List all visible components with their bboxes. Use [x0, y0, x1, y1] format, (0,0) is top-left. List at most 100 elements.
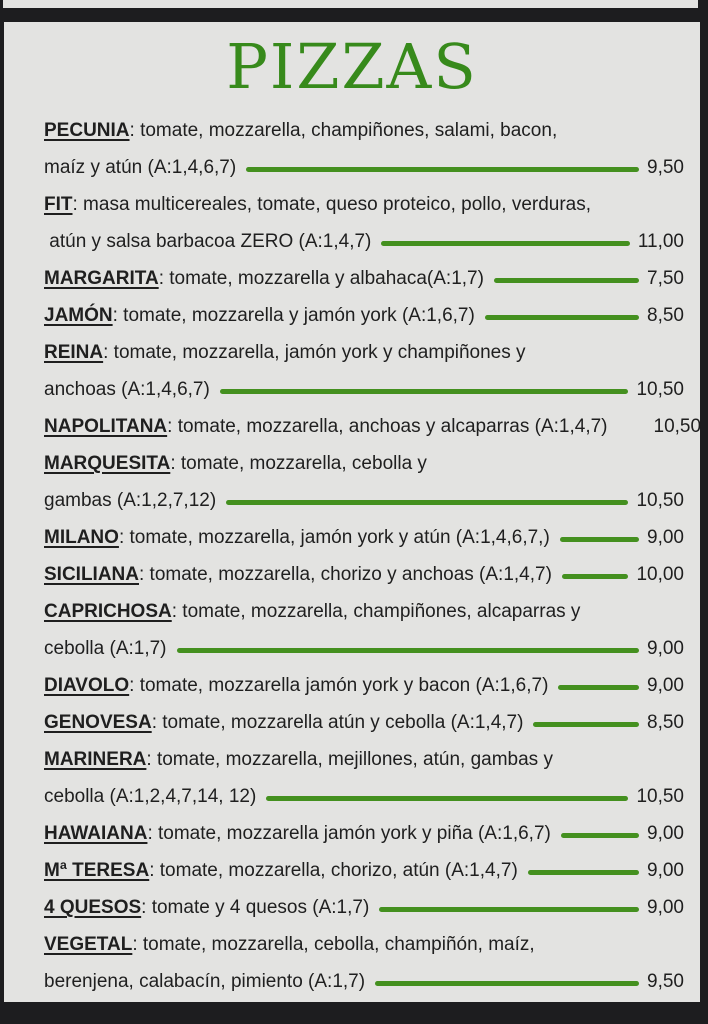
pizza-price: 9,50 — [647, 971, 684, 992]
price-leader-line — [176, 648, 640, 653]
price-leader-line — [533, 722, 640, 727]
pizza-description-continued: cebolla (A:1,7) — [44, 638, 167, 659]
pizza-name: MILANO — [44, 527, 119, 548]
pizza-description: : tomate, mozzarella y albahaca(A:1,7) — [158, 268, 484, 289]
pizza-description-continued: atún y salsa barbacoa ZERO (A:1,4,7) — [44, 231, 372, 252]
menu-item-text: CAPRICHOSA: tomate, mozzarella, champiño… — [44, 593, 580, 630]
pizza-name: DIAVOLO — [44, 675, 130, 696]
menu-item: MARINERA: tomate, mozzarella, mejillones… — [44, 741, 684, 815]
pizza-name: MARINERA — [44, 749, 147, 770]
menu-item-text: REINA: tomate, mozzarella, jamón york y … — [44, 334, 526, 371]
menu-item: PECUNIA: tomate, mozzarella, champiñones… — [44, 112, 684, 186]
menu-item-text: MARQUESITA: tomate, mozzarella, cebolla … — [44, 445, 427, 482]
menu-item: MARGARITA: tomate, mozzarella y albahaca… — [44, 260, 684, 297]
pizza-name: MARGARITA — [44, 268, 159, 289]
menu-item: DIAVOLO: tomate, mozzarella jamón york y… — [44, 667, 684, 704]
pizza-description: : tomate, mozzarella y jamón york (A:1,6… — [112, 305, 475, 326]
menu-item: HAWAIANA: tomate, mozzarella jamón york … — [44, 815, 684, 852]
pizza-price: 10,50 — [636, 786, 684, 807]
pizza-description: : tomate, mozzarella, cebolla, champiñón… — [132, 934, 535, 955]
pizza-name: GENOVESA — [44, 712, 152, 733]
pizza-name: VEGETAL — [44, 934, 133, 955]
menu-item: VEGETAL: tomate, mozzarella, cebolla, ch… — [44, 926, 684, 1000]
pizza-description: : masa multicereales, tomate, queso prot… — [72, 194, 592, 215]
pizza-description: : tomate, mozzarella jamón york y bacon … — [129, 675, 549, 696]
menu-item-text: DIAVOLO: tomate, mozzarella jamón york y… — [44, 667, 548, 704]
menu-item: MILANO: tomate, mozzarella, jamón york y… — [44, 519, 684, 556]
pizza-name: CAPRICHOSA — [44, 601, 172, 622]
menu-item: 4 QUESOS: tomate y 4 quesos (A:1,7) 9,00 — [44, 889, 684, 926]
menu-item-text: JAMÓN: tomate, mozzarella y jamón york (… — [44, 297, 475, 334]
menu-item-text: NAPOLITANA: tomate, mozzarella, anchoas … — [44, 408, 608, 445]
pizza-price: 9,50 — [647, 157, 684, 178]
page-title: PIZZAS — [226, 30, 478, 103]
menu-item-text: PECUNIA: tomate, mozzarella, champiñones… — [44, 112, 557, 149]
price-leader-line — [219, 389, 629, 394]
pizza-name: MARQUESITA — [44, 453, 171, 474]
price-leader-line — [560, 833, 640, 838]
pizza-price: 10,50 — [636, 379, 684, 400]
pizza-price: 10,00 — [636, 564, 684, 585]
pizza-description: : tomate, mozzarella jamón york y piña (… — [147, 823, 551, 844]
pizza-name: FIT — [44, 194, 73, 215]
menu-item-text: MILANO: tomate, mozzarella, jamón york y… — [44, 519, 550, 556]
price-leader-line — [527, 870, 640, 875]
pizza-name: HAWAIANA — [44, 823, 148, 844]
pizza-description: : tomate, mozzarella, chorizo, atún (A:1… — [149, 860, 518, 881]
menu-item-text: FIT: masa multicereales, tomate, queso p… — [44, 186, 591, 223]
price-leader-line — [379, 907, 640, 912]
menu-item: REINA: tomate, mozzarella, jamón york y … — [44, 334, 684, 408]
pizza-price: 9,00 — [647, 823, 684, 844]
pizza-price: 9,00 — [647, 527, 684, 548]
menu-item: CAPRICHOSA: tomate, mozzarella, champiño… — [44, 593, 684, 667]
price-leader-line — [561, 574, 629, 579]
pizza-name: SICILIANA — [44, 564, 139, 585]
menu-item: FIT: masa multicereales, tomate, queso p… — [44, 186, 684, 260]
pizza-description: : tomate, mozzarella, jamón york y atún … — [118, 527, 550, 548]
pizza-name: NAPOLITANA — [44, 416, 168, 437]
menu-item: MARQUESITA: tomate, mozzarella, cebolla … — [44, 445, 684, 519]
menu-items: PECUNIA: tomate, mozzarella, champiñones… — [4, 112, 701, 1000]
price-leader-line — [559, 537, 640, 542]
pizza-price: 8,50 — [647, 712, 684, 733]
pizza-description-continued: gambas (A:1,2,7,12) — [44, 490, 217, 511]
pizza-description: : tomate, mozzarella, cebolla y — [170, 453, 427, 474]
menu-item: Mª TERESA: tomate, mozzarella, chorizo, … — [44, 852, 684, 889]
pizza-description: : tomate, mozzarella atún y cebolla (A:1… — [151, 712, 524, 733]
menu-card: PIZZAS PECUNIA: tomate, mozzarella, cham… — [4, 22, 701, 1002]
pizza-description: : tomate, mozzarella, anchoas y alcaparr… — [167, 416, 608, 437]
price-leader-line — [484, 315, 640, 320]
previous-page-edge — [3, 0, 698, 8]
pizza-price: 9,00 — [647, 675, 684, 696]
menu-item: NAPOLITANA: tomate, mozzarella, anchoas … — [44, 408, 701, 445]
pizza-price: 9,00 — [647, 638, 684, 659]
pizza-price: 11,00 — [637, 231, 684, 252]
pizza-price: 9,00 — [647, 897, 684, 918]
pizza-price: 10,50 — [636, 490, 684, 511]
pizza-description-continued: cebolla (A:1,2,4,7,14, 12) — [44, 786, 257, 807]
price-leader-line — [558, 685, 640, 690]
pizza-price: 8,50 — [647, 305, 684, 326]
pizza-description: : tomate, mozzarella, champiñones, salam… — [129, 120, 558, 141]
menu-item-text: SICILIANA: tomate, mozzarella, chorizo y… — [44, 556, 552, 593]
price-leader-line — [493, 278, 640, 283]
price-leader-line — [246, 167, 640, 172]
price-leader-line — [226, 500, 629, 505]
menu-item: JAMÓN: tomate, mozzarella y jamón york (… — [44, 297, 684, 334]
pizza-name: PECUNIA — [44, 120, 130, 141]
price-leader-line — [618, 426, 646, 431]
pizza-description-continued: maíz y atún (A:1,4,6,7) — [44, 157, 237, 178]
pizza-price: 10,50 — [653, 416, 702, 437]
menu-item-text: VEGETAL: tomate, mozzarella, cebolla, ch… — [44, 926, 535, 963]
pizza-name: REINA — [44, 342, 104, 363]
pizza-name: Mª TERESA — [44, 860, 150, 881]
price-leader-line — [266, 796, 629, 801]
pizza-description: : tomate, mozzarella, jamón york y champ… — [103, 342, 526, 363]
pizza-description-continued: anchoas (A:1,4,6,7) — [44, 379, 210, 400]
menu-item-text: MARINERA: tomate, mozzarella, mejillones… — [44, 741, 553, 778]
pizza-price: 9,00 — [647, 860, 684, 881]
pizza-name: JAMÓN — [44, 305, 113, 326]
menu-item-text: Mª TERESA: tomate, mozzarella, chorizo, … — [44, 852, 518, 889]
pizza-description: : tomate, mozzarella, chorizo y anchoas … — [139, 564, 552, 585]
